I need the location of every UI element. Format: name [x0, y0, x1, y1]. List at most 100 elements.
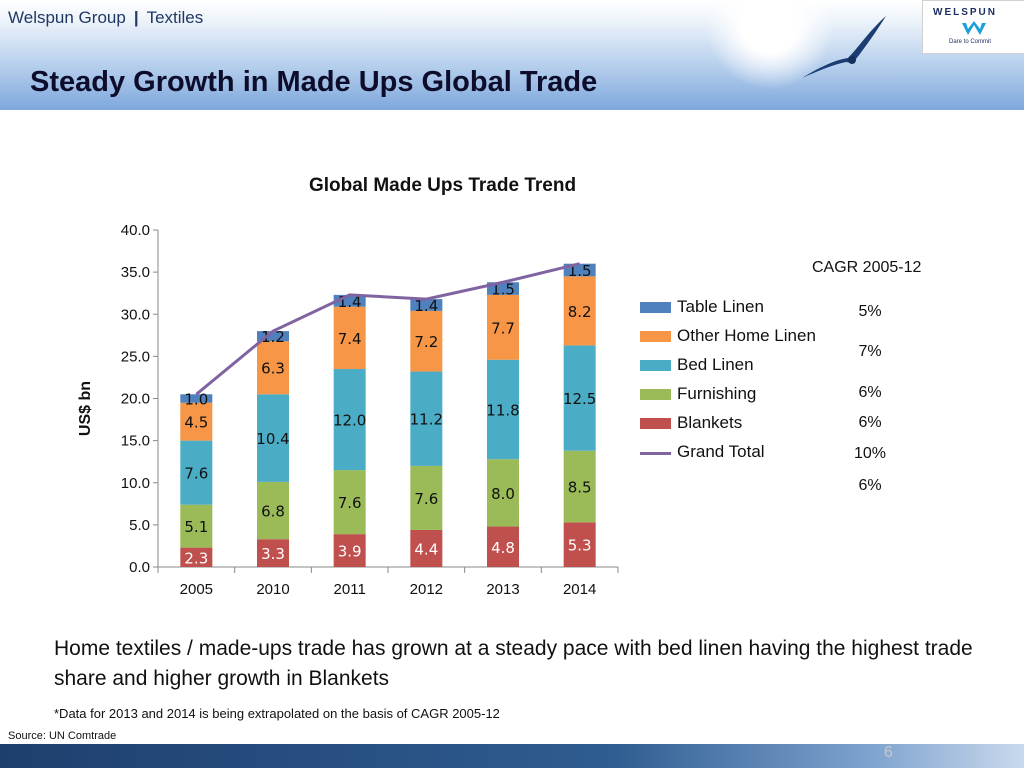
- bar-segment-other-home-linen: [333, 306, 366, 370]
- y-tick-label: 15.0: [121, 433, 150, 450]
- logo-wordmark: WELSPUN: [933, 7, 997, 18]
- bar-segment-furnishing: [487, 459, 519, 527]
- y-tick-label: 20.0: [121, 391, 150, 408]
- bar-segment-furnishing: [257, 481, 289, 540]
- bar-segment-bed-linen: [333, 369, 366, 471]
- data-label-other-home-linen: 7.4: [338, 330, 362, 348]
- data-label-bed-linen: 10.4: [256, 430, 289, 448]
- bar-segment-table-linen: [257, 331, 289, 342]
- data-label-blankets: 4.4: [414, 540, 438, 558]
- footer-bar: [0, 744, 1024, 768]
- data-label-table-linen: 1.2: [261, 328, 285, 346]
- x-tick-label: 2012: [410, 581, 443, 598]
- x-tick-label: 2005: [180, 581, 213, 598]
- data-label-furnishing: 7.6: [338, 494, 362, 512]
- cagr-value: 6%: [858, 414, 882, 431]
- cagr-title: CAGR 2005-12: [812, 259, 922, 276]
- bar-segment-furnishing: [180, 504, 213, 548]
- legend-swatch-blankets: [640, 418, 671, 429]
- cagr-value: 6%: [858, 477, 882, 494]
- bar-segment-table-linen: [410, 299, 443, 311]
- data-label-furnishing: 6.8: [261, 503, 285, 521]
- y-tick-label: 35.0: [121, 264, 150, 281]
- welspun-logo: WELSPUN Dare to Commit: [922, 0, 1024, 54]
- logo-tagline: Dare to Commit: [949, 39, 992, 45]
- cagr-value: 7%: [858, 343, 882, 360]
- chart-title: Global Made Ups Trade Trend: [308, 175, 577, 196]
- data-label-blankets: 5.3: [568, 537, 592, 555]
- breadcrumb: Welspun Group | Textiles: [8, 8, 203, 28]
- data-label-bed-linen: 11.2: [410, 411, 443, 429]
- bar-segment-bed-linen: [257, 394, 289, 482]
- data-label-other-home-linen: 8.2: [568, 303, 592, 321]
- y-tick-label: 5.0: [129, 517, 150, 534]
- header-banner: Welspun Group | Textiles Steady Growth in …: [0, 0, 1024, 110]
- legend-label: Other Home Linen: [677, 326, 816, 345]
- y-tick-label: 0.0: [129, 559, 150, 576]
- cagr-value: 10%: [853, 445, 887, 462]
- breadcrumb-separator: |: [133, 8, 139, 27]
- grand-total-line: [195, 262, 581, 396]
- bar-segment-other-home-linen: [257, 341, 289, 395]
- y-axis-title: US$ bn: [77, 381, 94, 436]
- bar-segment-furnishing: [410, 465, 443, 530]
- bar-segment-blankets: [180, 547, 213, 567]
- data-label-blankets: 3.3: [261, 545, 285, 563]
- legend-line-grand-total: [640, 452, 671, 455]
- bar-segment-table-linen: [180, 394, 213, 403]
- bar-segment-blankets: [333, 534, 366, 567]
- data-label-blankets: 2.3: [184, 549, 208, 567]
- data-label-furnishing: 8.5: [568, 479, 592, 497]
- bar-segment-furnishing: [333, 470, 366, 535]
- x-tick-label: 2014: [563, 581, 596, 598]
- legend-label: Grand Total: [677, 442, 765, 461]
- breadcrumb-company: Welspun Group: [8, 8, 126, 27]
- data-label-other-home-linen: 6.3: [261, 360, 285, 378]
- bar-segment-other-home-linen: [563, 276, 596, 346]
- legend-swatch-other-home-linen: [640, 331, 671, 342]
- bar-segment-other-home-linen: [180, 402, 213, 441]
- legend-swatch-furnishing: [640, 389, 671, 400]
- y-tick-label: 40.0: [121, 222, 150, 239]
- page-title: Steady Growth in Made Ups Global Trade: [30, 66, 598, 98]
- data-label-bed-linen: 7.6: [184, 465, 208, 483]
- data-label-bed-linen: 12.5: [563, 390, 596, 408]
- x-tick-label: 2010: [256, 581, 289, 598]
- bar-segment-blankets: [487, 526, 519, 567]
- data-label-other-home-linen: 4.5: [184, 414, 208, 432]
- legend-label: Table Linen: [677, 297, 764, 316]
- cagr-value: 5%: [858, 303, 882, 320]
- source-note: Source: UN Comtrade: [8, 730, 117, 742]
- legend-label: Blankets: [677, 413, 743, 432]
- data-label-table-linen: 1.0: [184, 391, 208, 409]
- bar-segment-other-home-linen: [487, 294, 519, 360]
- bar-segment-bed-linen: [487, 359, 519, 460]
- bar-segment-blankets: [563, 522, 596, 567]
- data-label-other-home-linen: 7.2: [414, 333, 438, 351]
- y-tick-label: 30.0: [121, 306, 150, 323]
- bar-segment-furnishing: [563, 450, 596, 523]
- bar-segment-bed-linen: [563, 345, 596, 451]
- y-tick-label: 10.0: [121, 475, 150, 492]
- y-tick-label: 25.0: [121, 348, 150, 365]
- legend-label: Bed Linen: [677, 355, 754, 374]
- data-label-table-linen: 1.4: [414, 297, 438, 315]
- footnote: *Data for 2013 and 2014 is being extrapo…: [54, 706, 500, 721]
- data-label-bed-linen: 11.8: [486, 401, 519, 419]
- page-number: 6: [884, 744, 893, 761]
- data-label-furnishing: 5.1: [184, 518, 208, 536]
- data-label-blankets: 3.9: [338, 543, 362, 561]
- x-tick-label: 2011: [334, 581, 366, 598]
- bar-segment-blankets: [410, 529, 443, 567]
- cagr-value: 6%: [858, 384, 882, 401]
- breadcrumb-division: Textiles: [146, 8, 204, 27]
- summary-text: Home textiles / made-ups trade has grown…: [54, 637, 973, 690]
- legend-label: Furnishing: [677, 384, 757, 403]
- bar-segment-bed-linen: [180, 440, 213, 505]
- data-label-blankets: 4.8: [491, 539, 515, 557]
- data-label-furnishing: 7.6: [414, 490, 438, 508]
- data-label-bed-linen: 12.0: [333, 412, 366, 430]
- data-label-other-home-linen: 7.7: [491, 319, 515, 337]
- data-label-furnishing: 8.0: [491, 485, 515, 503]
